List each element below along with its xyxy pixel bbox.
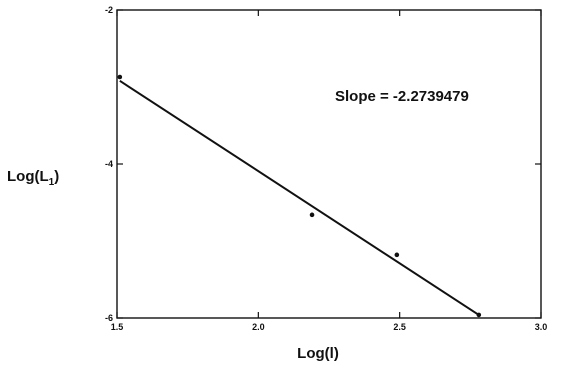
y-axis-title: Log(L1): [7, 168, 59, 188]
y-tick-label: -6: [105, 313, 113, 323]
y-tick-label: -4: [105, 159, 113, 169]
slope-annotation: Slope = -2.2739479: [335, 88, 469, 105]
data-point: [309, 212, 315, 218]
tick-labels: 1.5 2.0 2.5 3.0 -2 -4 -6: [105, 5, 547, 332]
fit-line: [119, 80, 480, 316]
x-axis-title: Log(l): [297, 345, 339, 362]
data-point: [476, 312, 482, 318]
axis-ticks: [116, 9, 542, 319]
y-axis-title-subscript: 1: [49, 177, 55, 188]
x-tick-label: 2.0: [252, 322, 265, 332]
plot-frame: [116, 9, 542, 319]
y-tick-label: -2: [105, 5, 113, 15]
data-point: [394, 252, 400, 258]
y-axis-title-close: ): [54, 168, 59, 185]
data-points: [117, 74, 482, 318]
y-axis-title-main: Log(L: [7, 168, 49, 185]
x-tick-label: 3.0: [535, 322, 548, 332]
data-point: [117, 74, 123, 80]
x-tick-label: 2.5: [393, 322, 406, 332]
x-tick-label: 1.5: [111, 322, 124, 332]
